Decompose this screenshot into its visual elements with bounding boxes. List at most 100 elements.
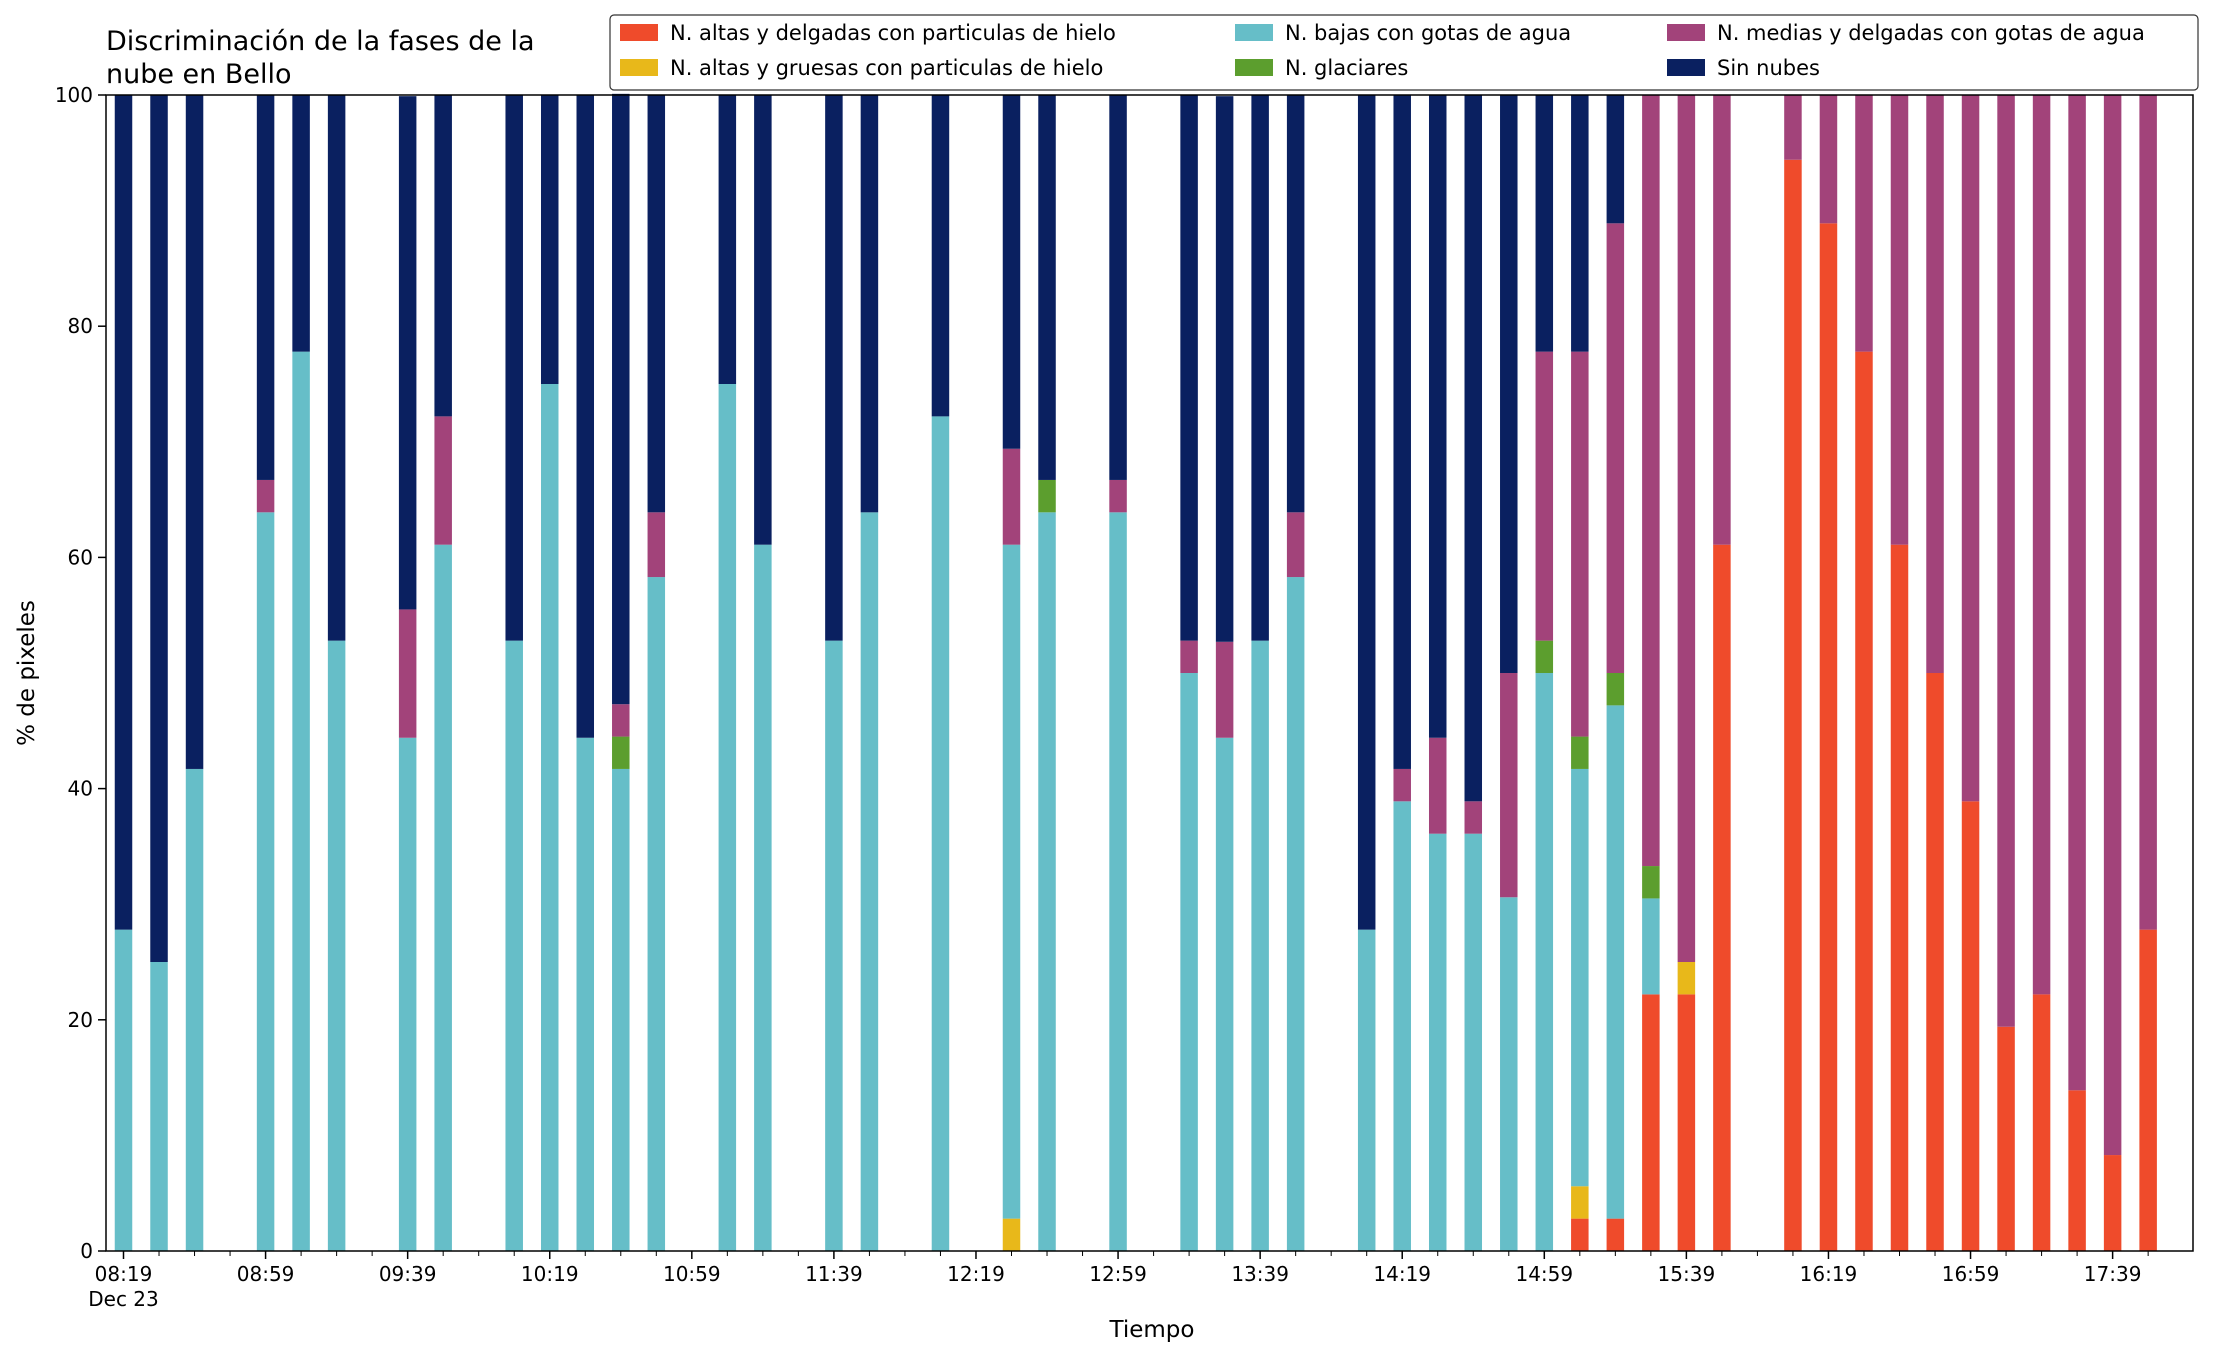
bar-segment-2-14 <box>612 768 630 1251</box>
x-tick-label: 16:19 <box>1800 1262 1858 1286</box>
x-tick-label: 14:19 <box>1373 1262 1431 1286</box>
bar-segment-4-36 <box>1393 768 1411 802</box>
bar-segment-2-15 <box>647 577 666 1251</box>
x-tick-label: 11:39 <box>805 1262 863 1286</box>
bar-segment-2-31 <box>1215 737 1234 1251</box>
bar-segment-2-32 <box>1251 640 1269 1251</box>
bar-segment-4-25 <box>1002 448 1021 545</box>
bar-segment-2-13 <box>576 737 595 1251</box>
y-tick-label: 60 <box>68 545 93 569</box>
bar-segment-1-25 <box>1002 1218 1021 1251</box>
bar-segment-2-6 <box>327 640 346 1251</box>
bar-segment-5-42 <box>1606 95 1625 224</box>
bar-segment-5-26 <box>1038 95 1056 480</box>
bar-segment-1-44 <box>1677 962 1696 995</box>
bar-segment-2-37 <box>1428 833 1447 1251</box>
bar-segment-4-31 <box>1215 641 1234 738</box>
bar-segment-0-48 <box>1819 223 1838 1251</box>
bar-segment-2-12 <box>540 384 559 1251</box>
bar-segment-2-39 <box>1500 897 1518 1251</box>
bar-segment-2-28 <box>1109 512 1127 1251</box>
bar-segment-5-14 <box>612 93 630 705</box>
bar-segment-5-37 <box>1428 95 1447 738</box>
bar-segment-2-9 <box>434 544 452 1251</box>
bar-segment-0-50 <box>1890 544 1909 1251</box>
bar-segment-4-50 <box>1890 95 1909 545</box>
bar-segment-5-5 <box>292 95 310 352</box>
legend-frame <box>609 14 2199 91</box>
bar-segment-2-17 <box>718 384 737 1251</box>
x-tick-label: 12:19 <box>947 1262 1005 1286</box>
x-tick-label: 17:39 <box>2084 1262 2142 1286</box>
bar-segment-4-43 <box>1642 95 1660 867</box>
chart-title-line-2: nube en Bello <box>106 59 292 90</box>
bar-segment-0-45 <box>1713 544 1731 1251</box>
x-tick-label: 08:59 <box>237 1262 295 1286</box>
bar-segment-3-42 <box>1606 673 1625 706</box>
legend-swatch-3 <box>1235 59 1273 76</box>
bar-segment-4-51 <box>1926 95 1944 673</box>
bar-segment-0-41 <box>1571 1218 1589 1251</box>
bar-segment-2-4 <box>256 512 275 1251</box>
bar-segment-0-57 <box>2139 929 2157 1251</box>
legend-swatch-1 <box>620 59 658 76</box>
y-tick-label: 20 <box>68 1008 93 1032</box>
bar-segment-5-4 <box>256 95 275 480</box>
bar-segment-2-33 <box>1286 577 1305 1251</box>
bar-segment-5-12 <box>540 95 559 384</box>
bar-segment-5-20 <box>825 95 843 641</box>
bar-segment-2-18 <box>754 544 772 1251</box>
bar-segment-4-38 <box>1464 801 1483 834</box>
legend: N. altas y delgadas con particulas de hi… <box>609 14 2199 91</box>
x-tick-label: 10:59 <box>663 1262 721 1286</box>
legend-label-2: N. bajas con gotas de agua <box>1285 21 1571 45</box>
legend-label-4: N. medias y delgadas con gotas de agua <box>1717 21 2145 45</box>
bar-segment-5-1 <box>150 95 168 962</box>
legend-swatch-2 <box>1235 24 1273 41</box>
x-tick-label: 09:39 <box>379 1262 437 1286</box>
bar-segment-5-39 <box>1500 95 1518 673</box>
bar-segment-4-54 <box>2032 95 2051 995</box>
bar-segment-0-47 <box>1784 159 1802 1252</box>
bar-segment-0-54 <box>2032 994 2051 1251</box>
bar-segment-4-42 <box>1606 223 1625 673</box>
bar-segment-4-47 <box>1784 95 1802 160</box>
bar-segment-0-49 <box>1855 351 1873 1251</box>
x-tick-label: 12:59 <box>1089 1262 1147 1286</box>
bar-segment-2-38 <box>1464 833 1483 1251</box>
bar-segment-5-18 <box>754 95 772 545</box>
bar-segment-5-35 <box>1357 95 1376 930</box>
y-tick-label: 100 <box>55 83 93 107</box>
bar-segment-5-0 <box>114 95 133 930</box>
bar-segment-5-21 <box>860 95 879 513</box>
bar-segment-2-25 <box>1002 544 1021 1219</box>
bar-segment-5-2 <box>185 95 204 769</box>
chart-title-line-1: Discriminación de la fases de la <box>106 26 535 57</box>
bar-segment-4-57 <box>2139 95 2157 930</box>
bar-segment-0-52 <box>1961 801 1980 1251</box>
bar-segment-2-1 <box>150 962 168 1251</box>
bar-segment-2-23 <box>931 416 950 1251</box>
bar-segment-4-53 <box>1997 95 2015 1027</box>
bar-segment-5-15 <box>647 95 666 513</box>
bar-segment-3-26 <box>1038 479 1056 513</box>
bar-segment-4-30 <box>1180 640 1198 673</box>
bar-segment-2-21 <box>860 512 879 1251</box>
bar-segment-2-30 <box>1180 673 1198 1251</box>
bar-segment-2-43 <box>1642 898 1660 995</box>
bar-segment-2-41 <box>1571 768 1589 1187</box>
bar-segment-5-41 <box>1571 95 1589 352</box>
bar-segment-4-8 <box>398 609 417 738</box>
bar-segment-3-43 <box>1642 866 1660 899</box>
bar-segment-5-32 <box>1251 95 1269 641</box>
bar-segment-4-45 <box>1713 95 1731 545</box>
bar-segment-0-51 <box>1926 673 1944 1251</box>
legend-swatch-0 <box>620 24 658 41</box>
bar-stacks <box>114 93 2157 1252</box>
bar-segment-5-11 <box>505 95 523 641</box>
x-tick-label: 08:19 <box>95 1262 153 1286</box>
bar-segment-5-17 <box>718 95 737 384</box>
bar-segment-5-28 <box>1109 95 1127 480</box>
